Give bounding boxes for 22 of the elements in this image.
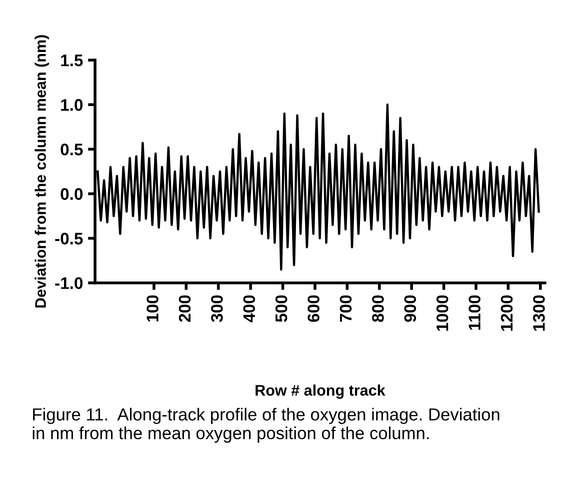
x-tick-label: 300 <box>211 295 223 322</box>
x-tick-label: 700 <box>340 295 352 322</box>
x-tick-label: 400 <box>243 295 256 322</box>
caption: Figure 11. Along-track profile of the oxygen image. Deviation in nm from the mean oxygen position of the column. <box>32 408 500 443</box>
x-tick-label: 1100 <box>468 295 480 330</box>
y-tick-label: 0.0 <box>60 188 83 200</box>
x-tick-label: 1300 <box>533 295 545 331</box>
x-tick-label: 1200 <box>500 295 513 331</box>
y-axis-title: Deviation from the column mean (nm) <box>34 35 49 308</box>
y-tick-label: 1.0 <box>61 99 83 111</box>
y-tick-label: 0.5 <box>60 144 83 156</box>
y-tick-label: -0.5 <box>55 232 83 245</box>
x-tick-label: 600 <box>308 295 320 322</box>
y-tick-label: 1.5 <box>61 54 83 66</box>
x-tick-label: 100 <box>146 295 158 322</box>
x-tick-label: 1000 <box>436 295 448 331</box>
x-tick-label: 900 <box>404 295 416 322</box>
x-tick-label: 200 <box>178 295 191 322</box>
y-tick-label: -1.0 <box>55 277 83 290</box>
x-axis-title: Row # along track <box>256 384 386 399</box>
x-tick-label: 800 <box>372 295 384 322</box>
x-tick-label: 500 <box>275 295 288 322</box>
